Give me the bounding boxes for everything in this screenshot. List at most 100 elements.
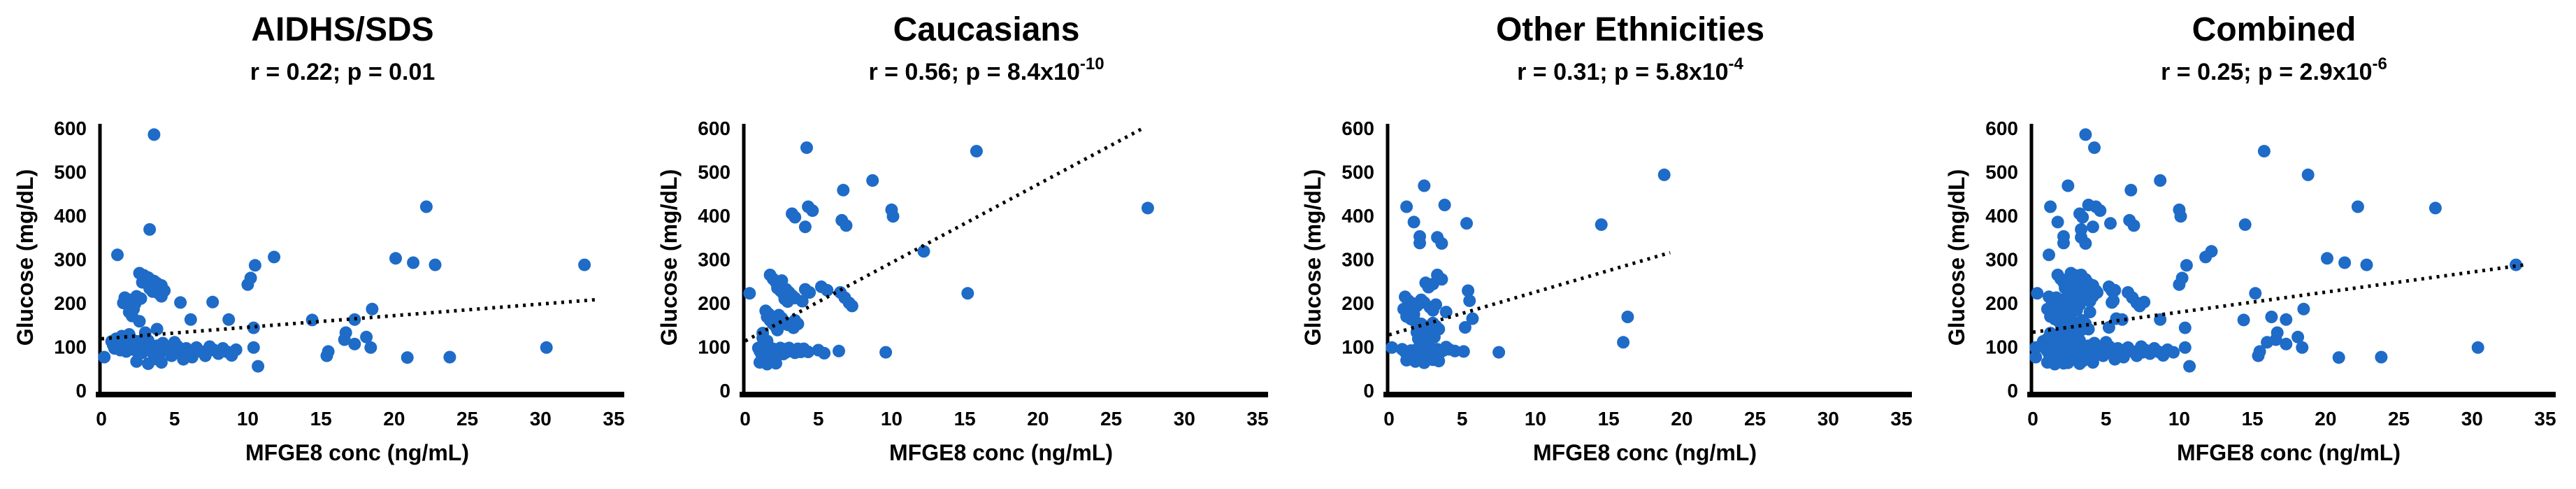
y-tick-label: 500 bbox=[1341, 162, 1374, 183]
panel-other-ethnicities: Other Ethnicities r = 0.31; p = 5.8x10-4… bbox=[1288, 0, 1931, 489]
scatter-point bbox=[133, 315, 146, 328]
scatter-point bbox=[803, 286, 816, 299]
scatter-point bbox=[407, 256, 420, 269]
panel-subtitle: r = 0.31; p = 5.8x10-4 bbox=[1517, 55, 1743, 85]
x-tick-label: 25 bbox=[456, 408, 478, 430]
scatter-point bbox=[886, 210, 900, 223]
scatter-point bbox=[2057, 236, 2070, 250]
scatter-point bbox=[1463, 294, 1476, 307]
y-tick-label: 200 bbox=[54, 292, 87, 314]
y-tick-label: 600 bbox=[1985, 118, 2018, 139]
scatter-point bbox=[2351, 200, 2364, 213]
scatter-point bbox=[389, 252, 402, 265]
scatter-point bbox=[2249, 287, 2262, 300]
scatter-point bbox=[1492, 346, 1506, 359]
panel-title: AIDHS/SDS bbox=[251, 11, 433, 48]
scatter-point bbox=[1141, 201, 1154, 215]
scatter-point bbox=[2091, 286, 2104, 299]
x-tick-label: 15 bbox=[954, 408, 976, 430]
subtitle-base: r = 0.31; p = 5.8x10 bbox=[1517, 59, 1728, 85]
scatter-point bbox=[796, 295, 809, 308]
scatter-point bbox=[2070, 304, 2083, 317]
scatter-point bbox=[845, 299, 858, 313]
x-tick-label: 15 bbox=[1598, 408, 1620, 430]
scatter-point bbox=[338, 333, 351, 346]
scatter-point bbox=[2173, 278, 2186, 291]
plot-area: 0 100 200 300 400 500 600 0 5 10 15 20 25 30 35 bbox=[1341, 118, 1912, 430]
x-tick-label: 35 bbox=[1890, 408, 1912, 430]
scatter-point bbox=[2029, 341, 2043, 354]
x-tick-label: 0 bbox=[1383, 408, 1395, 430]
scatter-point bbox=[2082, 199, 2095, 211]
x-axis-label: MFGE8 conc (ng/mL) bbox=[889, 440, 1113, 465]
scatter-point bbox=[2120, 344, 2133, 357]
trendline bbox=[2032, 262, 2528, 334]
scatter-point bbox=[130, 355, 143, 368]
x-tick-label: 0 bbox=[740, 408, 751, 430]
y-tick-label: 0 bbox=[1363, 380, 1374, 402]
scatter-point bbox=[252, 360, 265, 373]
scatter-point bbox=[2297, 302, 2310, 316]
scatter-point bbox=[2296, 341, 2309, 354]
scatter-point bbox=[2291, 330, 2305, 343]
scatter-point bbox=[360, 330, 373, 343]
scatter-point bbox=[2265, 311, 2278, 323]
scatter-point bbox=[2104, 217, 2117, 230]
scatter-point bbox=[2174, 210, 2187, 223]
scatter-point bbox=[1595, 218, 1608, 232]
scatter-point bbox=[837, 183, 850, 197]
x-tick-label: 30 bbox=[1174, 408, 1195, 430]
scatter-point bbox=[2261, 336, 2274, 349]
y-tick-label: 300 bbox=[54, 249, 87, 271]
scatter-point bbox=[142, 357, 154, 370]
subtitle-base: r = 0.25; p = 2.9x10 bbox=[2161, 59, 2372, 85]
scatter-point bbox=[2029, 350, 2043, 364]
y-tick-label: 400 bbox=[1985, 205, 2018, 227]
trendline bbox=[1388, 250, 1671, 336]
scatter-point bbox=[802, 346, 815, 358]
x-tick-label: 20 bbox=[1027, 408, 1049, 430]
scatter-point bbox=[2107, 294, 2120, 307]
x-tick-label: 25 bbox=[1744, 408, 1766, 430]
scatter-point bbox=[2136, 346, 2150, 359]
x-tick-label: 35 bbox=[2534, 408, 2556, 430]
scatter-chart-other-ethnicities: Other Ethnicities r = 0.31; p = 5.8x10-4… bbox=[1300, 11, 1913, 465]
subtitle-superscript: -4 bbox=[1729, 55, 1744, 73]
scatter-point bbox=[2124, 183, 2138, 197]
subtitle-base: r = 0.56; p = 8.4x10 bbox=[868, 59, 1079, 85]
plot-area: 0 100 200 300 400 500 600 0 5 10 15 20 25 30 35 bbox=[54, 118, 624, 430]
scatter-point bbox=[2043, 248, 2055, 262]
panel-subtitle: r = 0.56; p = 8.4x10-10 bbox=[868, 55, 1104, 85]
panel-title: Caucasians bbox=[893, 11, 1080, 48]
scatter-point bbox=[1438, 199, 1451, 211]
scatter-point bbox=[401, 351, 414, 364]
scatter-point bbox=[821, 283, 834, 297]
y-tick-label: 600 bbox=[1341, 118, 1374, 139]
y-tick-label: 100 bbox=[54, 336, 87, 358]
scatter-point bbox=[2205, 245, 2218, 258]
scatter-point bbox=[2338, 256, 2352, 269]
scatter-point bbox=[1435, 237, 1448, 250]
scatter-point bbox=[1462, 284, 1475, 297]
x-tick-label: 0 bbox=[2027, 408, 2038, 430]
y-tick-label: 0 bbox=[719, 380, 731, 402]
scatter-point bbox=[1418, 179, 1431, 192]
scatter-point bbox=[247, 321, 260, 334]
panel-subtitle: r = 0.22; p = 0.01 bbox=[250, 59, 436, 85]
y-tick-label: 600 bbox=[54, 118, 87, 139]
scatter-point bbox=[1657, 168, 1671, 181]
x-tick-label: 20 bbox=[1671, 408, 1692, 430]
scatter-point bbox=[1386, 341, 1399, 354]
x-tick-label: 35 bbox=[603, 408, 624, 430]
scatter-point bbox=[1621, 311, 1634, 323]
scatter-point bbox=[2031, 287, 2044, 300]
scatter-point bbox=[2079, 237, 2092, 250]
x-tick-label: 35 bbox=[1246, 408, 1268, 430]
scatter-point bbox=[2076, 211, 2089, 224]
scatter-point bbox=[247, 341, 260, 354]
y-tick-label: 300 bbox=[1341, 249, 1374, 271]
scatter-point bbox=[789, 211, 802, 224]
subtitle-superscript: -10 bbox=[1080, 55, 1104, 73]
scatter-point bbox=[1400, 200, 1413, 213]
scatter-point bbox=[2471, 341, 2484, 354]
